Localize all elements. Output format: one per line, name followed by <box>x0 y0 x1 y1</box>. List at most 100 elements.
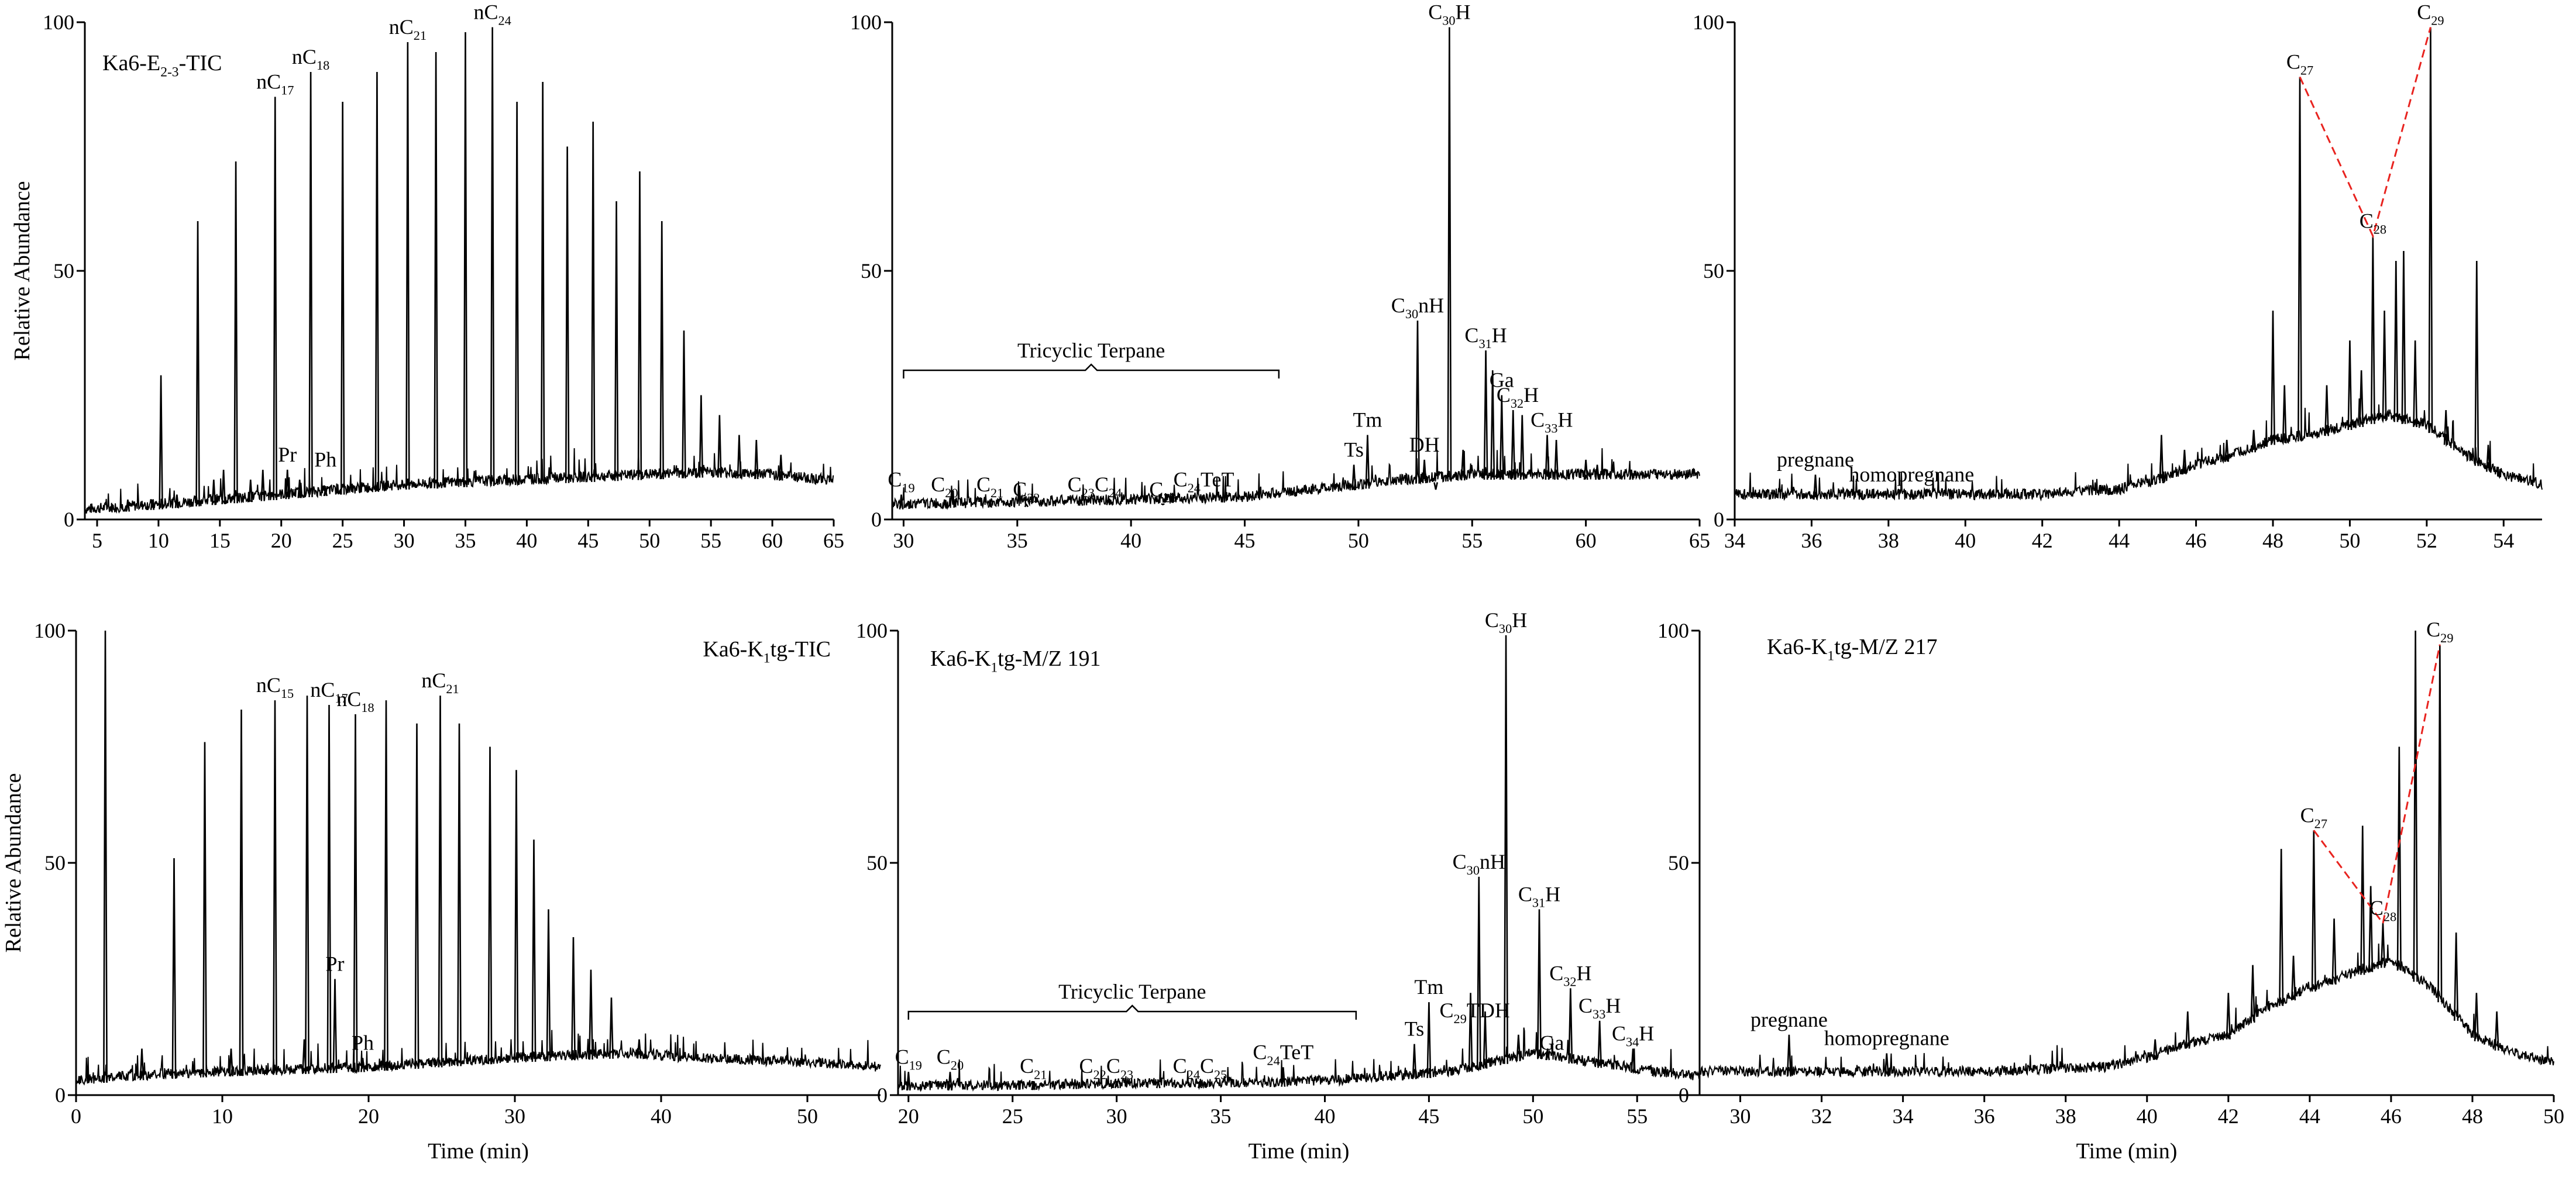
label-text: TDH <box>1467 999 1510 1022</box>
label-text: pregnane <box>1777 448 1854 472</box>
chromatogram-peak <box>1447 27 1452 481</box>
chromatogram-peak <box>2182 449 2187 474</box>
label-text: C <box>1020 1054 1034 1078</box>
label-text: H <box>1639 1022 1654 1045</box>
chromatogram-peak <box>1351 464 1357 490</box>
peak-annotation: C31H <box>1518 882 1560 910</box>
x-tick-label: 20 <box>358 1104 379 1128</box>
chromatogram-peak <box>233 161 238 504</box>
peak-annotation: C31H <box>1464 323 1507 351</box>
label-subscript: 30 <box>1442 13 1455 28</box>
chromatogram-peak <box>942 499 947 509</box>
label-subscript: 21 <box>990 486 1003 500</box>
peak-annotation: Pr <box>278 443 297 466</box>
label-text: C <box>1612 1022 1626 1045</box>
chromatogram-peak <box>2347 340 2353 431</box>
chromatogram-peak <box>571 937 576 1061</box>
chromatogram-peak <box>2251 429 2257 453</box>
label-subscript: 22 <box>1027 491 1040 505</box>
label-subscript: 19 <box>909 1058 922 1072</box>
label-text: C <box>1578 994 1593 1017</box>
label-text: tg-M/Z 217 <box>1834 635 1937 659</box>
peak-annotation: C24TeT <box>1253 1040 1313 1068</box>
chromatogram-peak <box>1504 635 1508 1064</box>
chromatogram-peak <box>614 201 619 481</box>
label-subscript: 31 <box>1478 336 1491 351</box>
chromatogram-peak <box>2279 849 2284 1006</box>
chromatogram-peak <box>305 696 309 1074</box>
label-text: C <box>2426 618 2440 641</box>
peak-annotation: nC21 <box>389 15 427 43</box>
chromatogram-peak <box>1909 489 1914 500</box>
label-text: C <box>1497 383 1511 407</box>
chromatogram-peak <box>1483 1011 1488 1069</box>
peak-annotation: homopregnane <box>1824 1027 1949 1050</box>
chromatogram-peak <box>2474 260 2479 466</box>
y-tick-label: 100 <box>856 619 888 642</box>
x-tick-label: 52 <box>2416 529 2437 552</box>
x-tick-label: 20 <box>271 529 292 552</box>
chromatogram-peak <box>2443 409 2448 445</box>
chromatogram-peak <box>340 101 345 495</box>
label-text: homopregnane <box>1824 1027 1949 1050</box>
label-text: C <box>937 1045 951 1068</box>
x-tick-label: 48 <box>2262 529 2283 552</box>
chart-panel-5: 0 50 100 20 25 30 35 40 45 50 55 Time (min) Ka6-K1tg… <box>856 608 1700 1164</box>
chromatogram-peak <box>2159 435 2164 483</box>
x-tick-label: 30 <box>504 1104 525 1128</box>
label-text: nC <box>256 70 281 94</box>
x-tick-label: 32 <box>1811 1104 1832 1128</box>
peak-annotation: C34H <box>1612 1022 1654 1049</box>
chromatogram-peak <box>906 1072 911 1091</box>
chromatogram-peak <box>434 51 438 488</box>
label-text: C <box>2300 803 2314 827</box>
peak-annotation: homopregnane <box>1849 463 1974 486</box>
chromatogram-peak <box>1786 1034 1792 1077</box>
label-text: Ka6-E <box>102 51 160 75</box>
label-subscript: 24 <box>498 13 511 28</box>
x-tick-label: 10 <box>148 529 169 552</box>
label-text: H <box>1456 1 1471 24</box>
label-text: C <box>1149 478 1163 501</box>
x-tick-label: 30 <box>893 529 914 552</box>
label-text: nC <box>292 45 317 68</box>
label-text: Ga <box>1490 369 1514 392</box>
chromatogram-peak <box>1490 370 1495 480</box>
label-text: H <box>1545 882 1560 906</box>
x-tick-label: 34 <box>1893 1104 1914 1128</box>
x-tick-label: 45 <box>1418 1104 1439 1128</box>
chromatogram-peak <box>2494 1011 2499 1051</box>
peak-annotation: Tm <box>1353 408 1382 432</box>
peak-annotation: C23C24 <box>1068 473 1122 500</box>
x-tick-label: 45 <box>1234 529 1256 552</box>
chromatogram-peak <box>1281 1067 1286 1087</box>
x-tick-label: 65 <box>823 529 844 552</box>
peak-annotation: C22 <box>1013 478 1040 505</box>
label-text: pregnane <box>1750 1008 1828 1031</box>
chart-title: Ka6-K1tg-M/Z 217 <box>1767 635 1937 664</box>
label-text: nC <box>310 678 335 701</box>
x-tick-label: 38 <box>2055 1104 2076 1128</box>
chromatogram-peak <box>2474 993 2479 1041</box>
label-text: C <box>1079 1054 1093 1078</box>
x-tick-label: 25 <box>332 529 353 552</box>
label-text: nC <box>473 1 498 24</box>
peak-annotation: C24C25 <box>1173 1054 1227 1082</box>
label-text: Ka6-K <box>930 646 991 671</box>
label-text: C <box>1173 1054 1187 1078</box>
chart-panel-2: 0 50 100 30 35 40 45 50 55 60 65 Tricyclic Terpane C… <box>850 1 1710 553</box>
peak-annotation: C24TeT <box>1174 468 1234 495</box>
x-tick-label: 60 <box>762 529 783 552</box>
peak-annotation: C21 <box>976 473 1003 500</box>
peak-annotation: C28 <box>2369 896 2396 924</box>
chromatogram-peak <box>565 146 570 483</box>
x-tick-label: 40 <box>1314 1104 1335 1128</box>
peak-annotation: C29TDH <box>1440 999 1510 1026</box>
x-tick-label: 50 <box>639 529 660 552</box>
label-text: tg-TIC <box>771 637 831 662</box>
x-tick-label: 50 <box>1522 1104 1543 1128</box>
chromatogram-peak <box>1568 988 1573 1064</box>
peak-annotation: C30H <box>1428 1 1470 28</box>
chromatogram-peak <box>384 700 388 1071</box>
